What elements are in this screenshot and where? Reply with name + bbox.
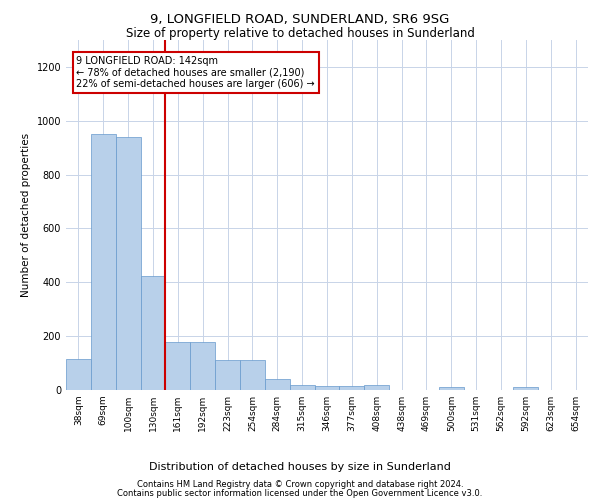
Bar	[91, 134, 116, 390]
Text: Size of property relative to detached houses in Sunderland: Size of property relative to detached ho…	[125, 28, 475, 40]
Bar	[514, 388, 538, 390]
Bar	[66, 359, 91, 390]
Text: Contains HM Land Registry data © Crown copyright and database right 2024.: Contains HM Land Registry data © Crown c…	[137, 480, 463, 489]
Text: Contains public sector information licensed under the Open Government Licence v3: Contains public sector information licen…	[118, 490, 482, 498]
Bar	[140, 276, 166, 390]
Bar	[215, 360, 240, 390]
Text: Distribution of detached houses by size in Sunderland: Distribution of detached houses by size …	[149, 462, 451, 472]
Bar	[166, 342, 190, 390]
Bar	[116, 137, 140, 390]
Y-axis label: Number of detached properties: Number of detached properties	[21, 133, 31, 297]
Bar	[314, 386, 340, 390]
Bar	[364, 384, 389, 390]
Text: 9, LONGFIELD ROAD, SUNDERLAND, SR6 9SG: 9, LONGFIELD ROAD, SUNDERLAND, SR6 9SG	[151, 12, 449, 26]
Text: 9 LONGFIELD ROAD: 142sqm
← 78% of detached houses are smaller (2,190)
22% of sem: 9 LONGFIELD ROAD: 142sqm ← 78% of detach…	[76, 56, 315, 89]
Bar	[265, 379, 290, 390]
Bar	[190, 342, 215, 390]
Bar	[439, 388, 464, 390]
Bar	[290, 384, 314, 390]
Bar	[340, 386, 364, 390]
Bar	[240, 360, 265, 390]
